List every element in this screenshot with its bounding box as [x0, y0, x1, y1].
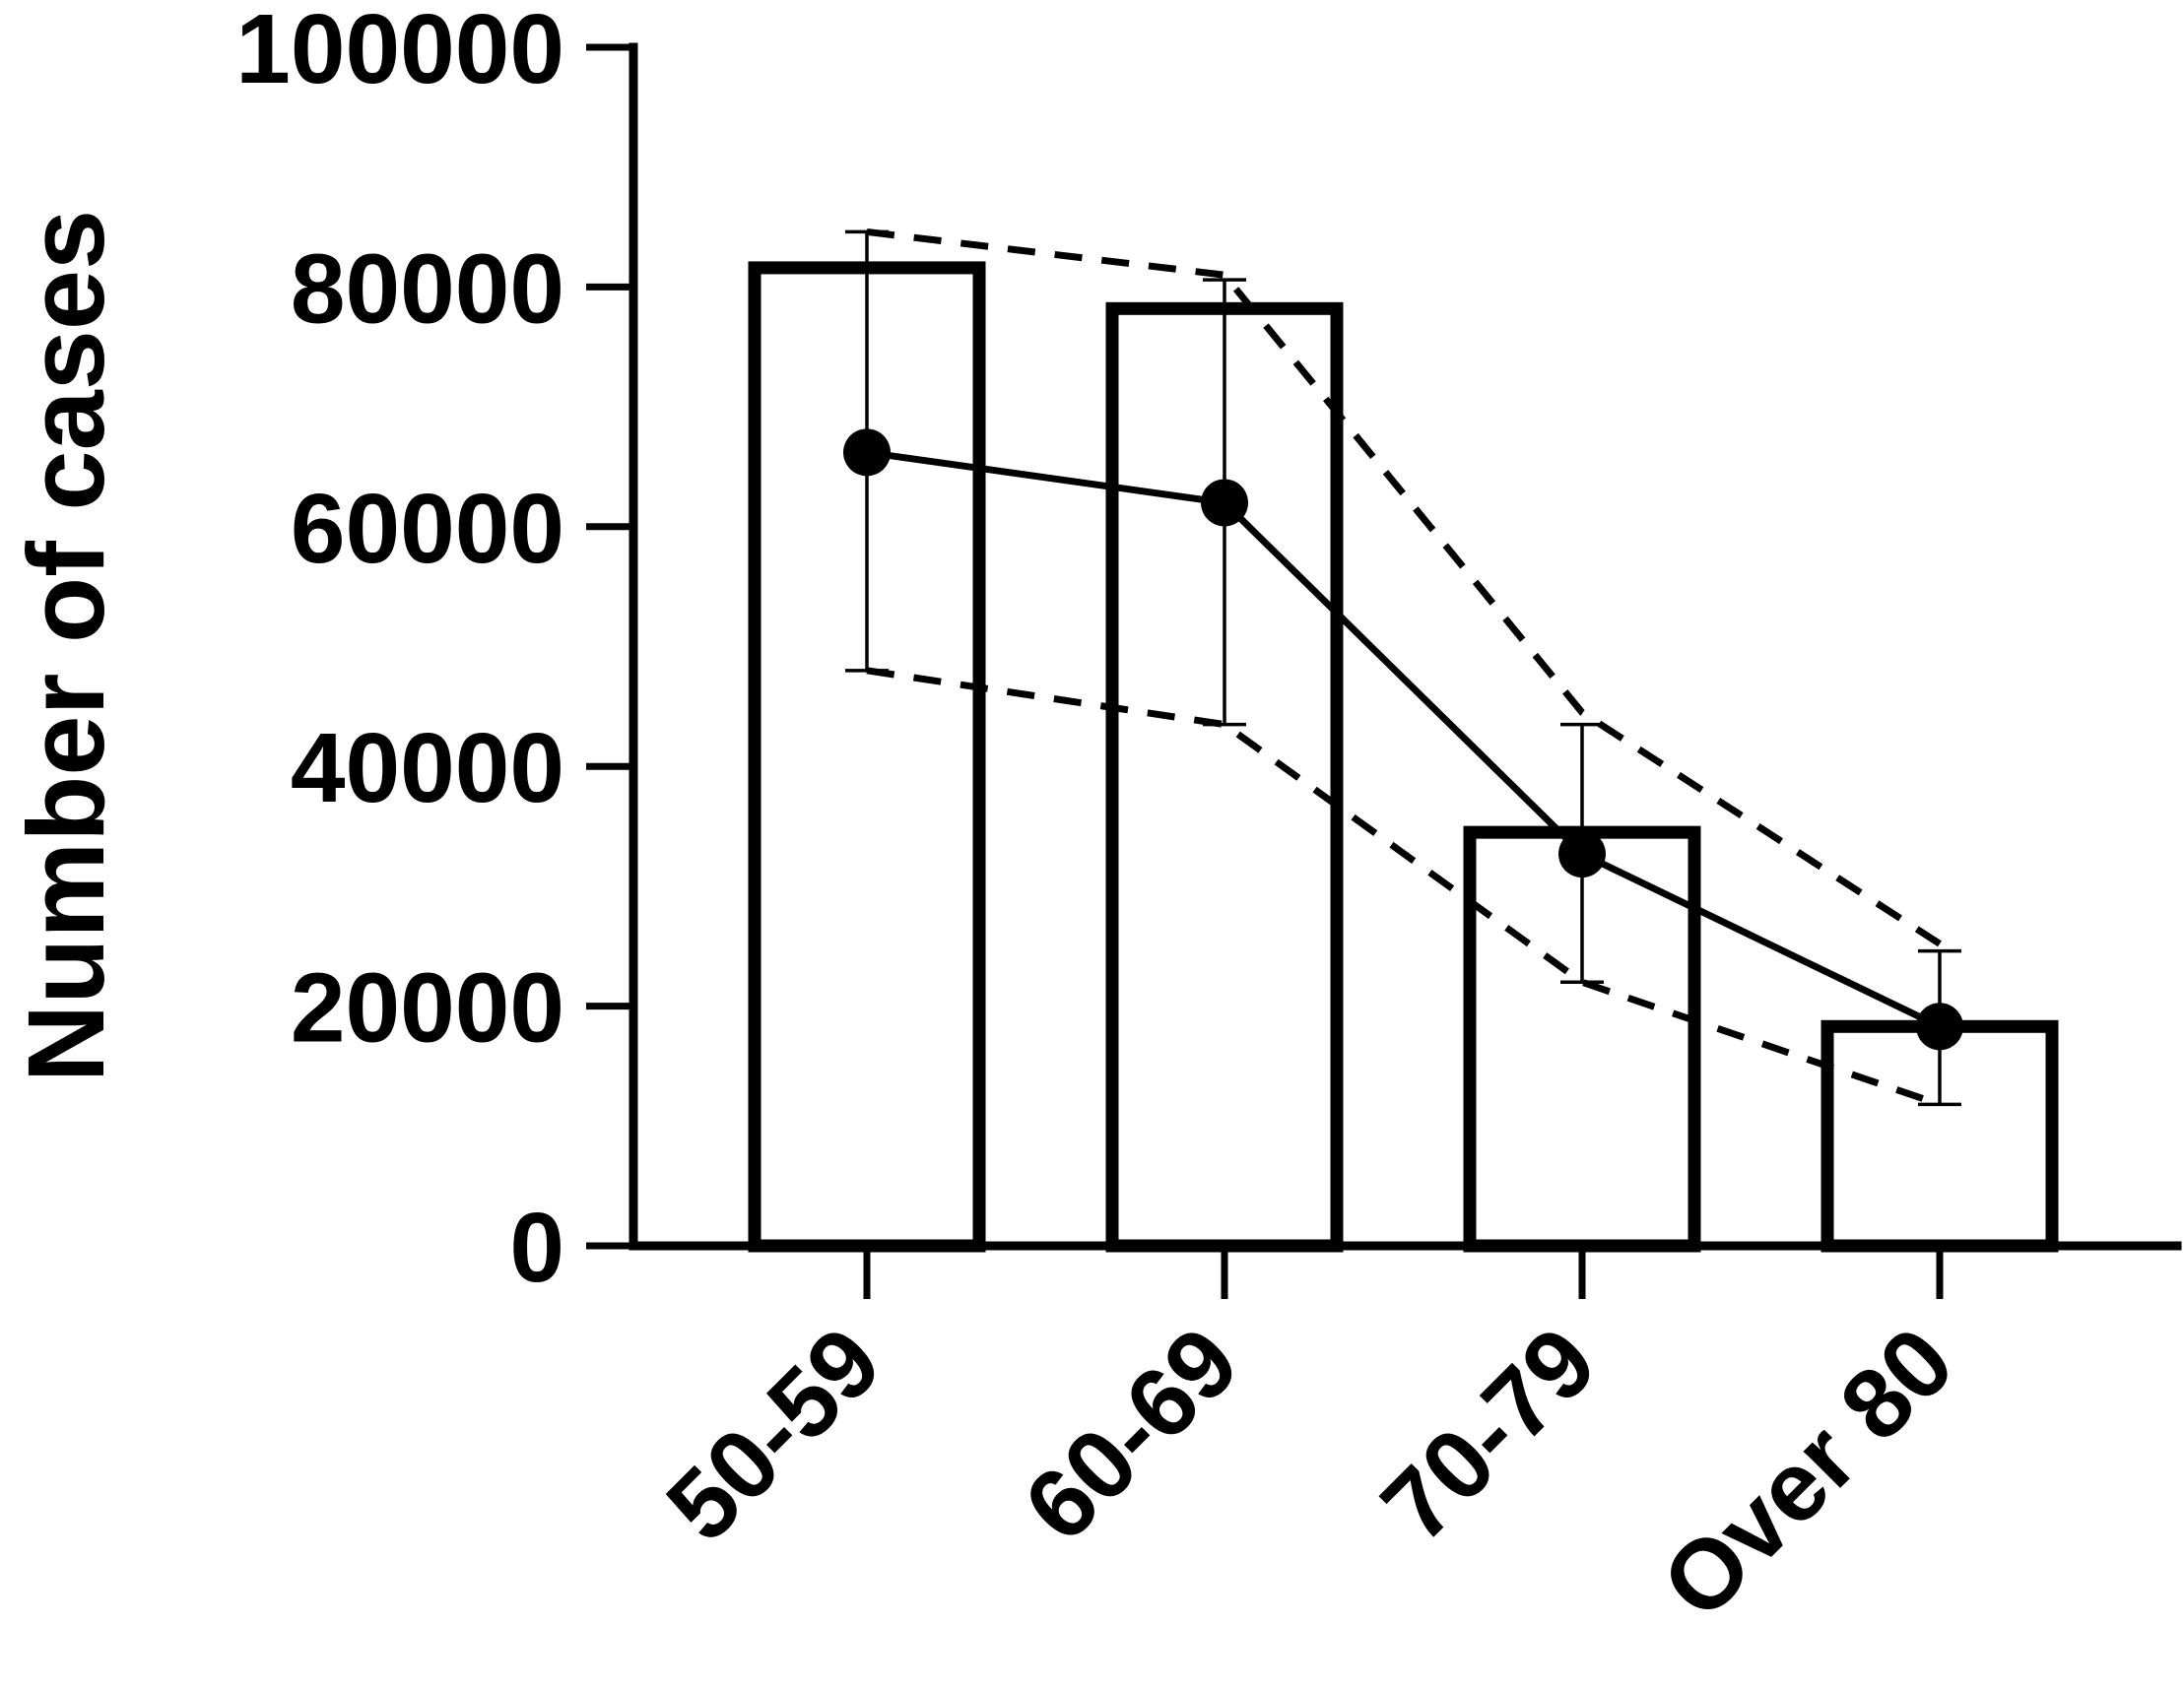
- bars-layer: [748, 261, 2059, 1253]
- mean-point-4: [1916, 1003, 1963, 1051]
- mean-line-layer: [843, 428, 1963, 1051]
- x-tick-label: 70-79: [1361, 1306, 1618, 1562]
- bar-4: [1820, 1019, 2059, 1253]
- ci-band-layer: [866, 228, 1942, 1108]
- ci-upper-line: [866, 228, 1942, 947]
- mean-point-3: [1558, 830, 1606, 878]
- axes-layer: [586, 42, 2182, 1299]
- y-tick-label: 60000: [291, 474, 564, 584]
- y-tick-label: 80000: [291, 233, 564, 344]
- labels-layer: 0 20000 40000 60000 80000 100000 50-59 60-69 70-…: [6, 0, 1975, 1640]
- y-axis-title: Number of cases: [6, 210, 127, 1082]
- x-tick-label: Over 80: [1641, 1306, 1975, 1640]
- y-tick-label: 40000: [291, 713, 564, 823]
- x-tick-label: 50-59: [646, 1306, 902, 1562]
- x-tick-label: 60-69: [1004, 1306, 1260, 1562]
- error-bars-layer: [845, 229, 1961, 1107]
- mean-point-2: [1201, 479, 1248, 527]
- y-tick-label: 0: [509, 1193, 564, 1303]
- ci-lower-line: [866, 667, 1942, 1108]
- mean-line: [866, 448, 1942, 1030]
- y-tick-label: 100000: [235, 0, 564, 104]
- mean-point-1: [843, 428, 891, 477]
- y-tick-label: 20000: [291, 953, 564, 1064]
